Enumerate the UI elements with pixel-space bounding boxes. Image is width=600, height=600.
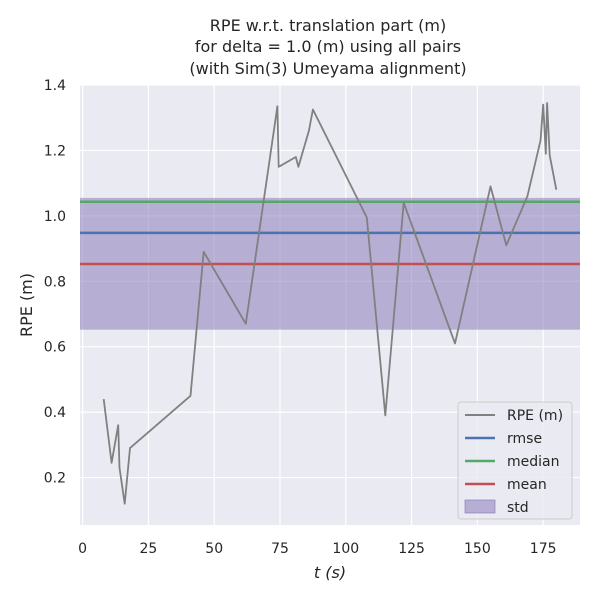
y-tick-label: 0.6	[44, 340, 66, 356]
x-tick-label: 150	[464, 541, 491, 557]
x-tick-label: 125	[398, 541, 425, 557]
stat-lines	[80, 200, 580, 266]
legend-label-std: std	[507, 500, 529, 516]
legend-label-rpe: RPE (m)	[507, 408, 563, 424]
x-tick-label: 0	[78, 541, 87, 557]
x-tick-label: 50	[205, 541, 223, 557]
legend-label-median: median	[507, 454, 559, 470]
legend: RPE (m) rmse median mean std	[457, 401, 573, 520]
x-tick-labels: 0 25 50 75 100 125 150 175	[78, 541, 556, 557]
y-tick-label: 0.8	[44, 274, 66, 290]
x-axis-label: t (s)	[314, 563, 346, 582]
chart-title-line-3: (with Sim(3) Umeyama alignment)	[189, 59, 466, 78]
y-tick-label: 1.2	[44, 143, 66, 159]
legend-box	[457, 401, 573, 520]
x-tick-label: 175	[530, 541, 557, 557]
legend-label-rmse: rmse	[507, 431, 542, 447]
series-group	[102, 102, 558, 505]
legend-swatch-std	[464, 499, 496, 514]
y-tick-labels: 0.2 0.4 0.6 0.8 1.0 1.2 1.4	[44, 78, 66, 487]
chart-title-line-2: for delta = 1.0 (m) using all pairs	[195, 37, 461, 56]
rpe-series-line	[102, 102, 558, 505]
chart-title-line-1: RPE w.r.t. translation part (m)	[210, 16, 446, 35]
x-tick-label: 25	[140, 541, 158, 557]
x-tick-label: 75	[271, 541, 289, 557]
y-tick-label: 0.2	[44, 471, 66, 487]
x-tick-label: 100	[332, 541, 359, 557]
y-tick-label: 1.0	[44, 209, 66, 225]
legend-label-mean: mean	[507, 477, 547, 493]
y-tick-label: 0.4	[44, 405, 66, 421]
y-axis-label: RPE (m)	[17, 273, 36, 337]
y-tick-label: 1.4	[44, 78, 66, 94]
